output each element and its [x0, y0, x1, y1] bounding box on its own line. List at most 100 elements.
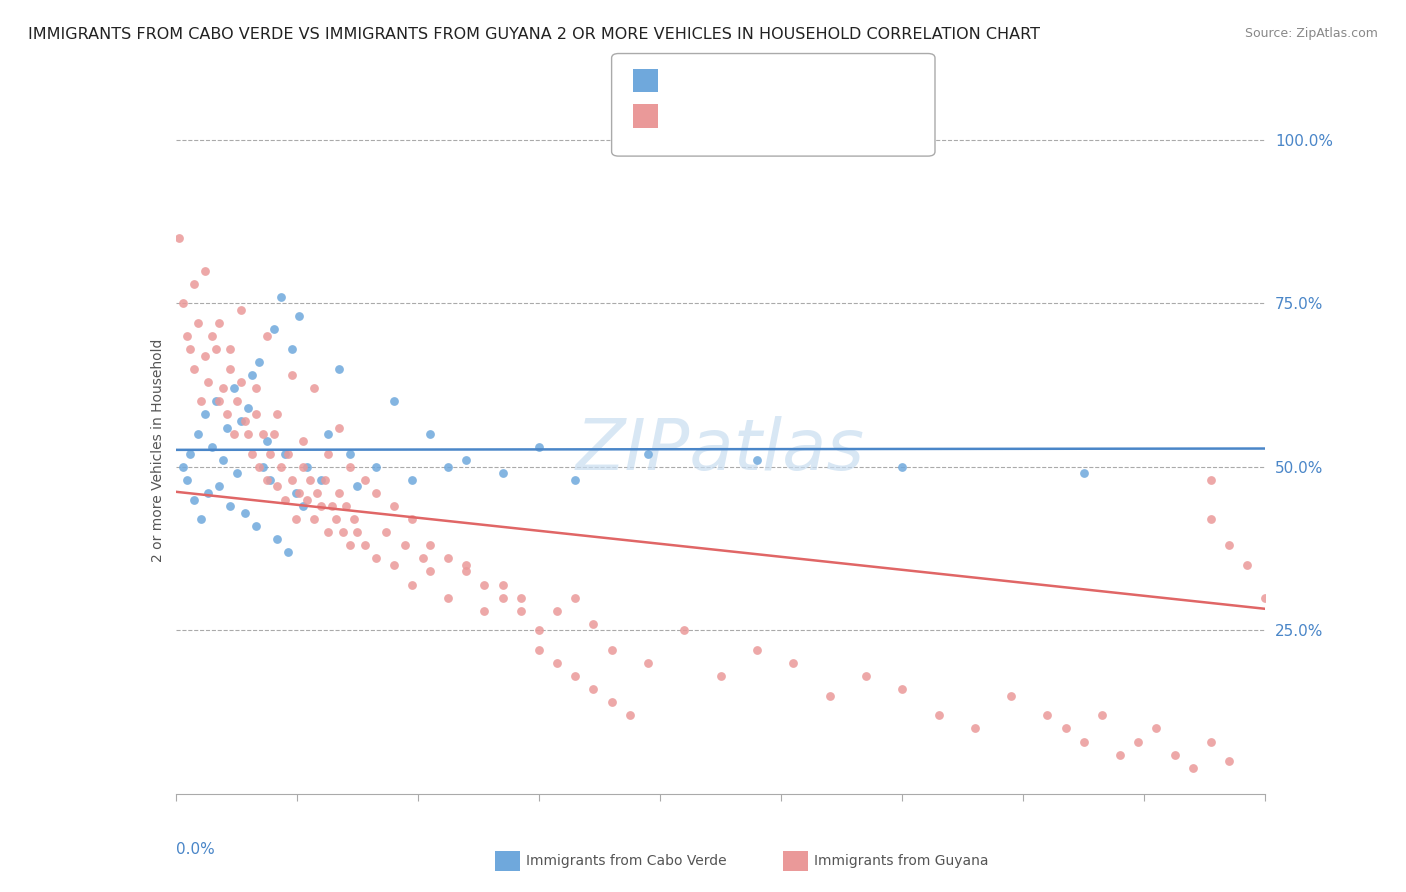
Point — [219, 499, 242, 513]
Point — [564, 591, 586, 605]
Point — [582, 682, 605, 697]
Point — [364, 459, 387, 474]
Point — [201, 440, 224, 454]
Point — [215, 420, 238, 434]
Text: ZIPatlas: ZIPatlas — [576, 416, 865, 485]
Y-axis label: 2 or more Vehicles in Household: 2 or more Vehicles in Household — [150, 339, 165, 562]
Point — [492, 591, 515, 605]
Point — [274, 447, 297, 461]
Point — [1128, 734, 1150, 748]
Point — [527, 440, 550, 454]
Point — [328, 420, 350, 434]
Point — [194, 408, 217, 422]
Point — [1091, 708, 1114, 723]
Point — [179, 447, 201, 461]
Point — [546, 656, 568, 670]
Text: -0.265: -0.265 — [693, 106, 745, 120]
Point — [637, 656, 659, 670]
Point — [339, 459, 361, 474]
Point — [291, 434, 314, 448]
Point — [212, 381, 235, 395]
Text: 115: 115 — [782, 106, 813, 120]
Point — [288, 310, 311, 324]
Point — [600, 643, 623, 657]
Point — [219, 361, 242, 376]
Point — [183, 492, 205, 507]
Text: 53: 53 — [770, 70, 790, 85]
Point — [346, 479, 368, 493]
Point — [394, 538, 416, 552]
Point — [307, 486, 329, 500]
Point — [309, 499, 332, 513]
Point — [186, 427, 209, 442]
Point — [619, 708, 641, 723]
Point — [186, 316, 209, 330]
Point — [437, 551, 460, 566]
Point — [474, 604, 496, 618]
Point — [295, 492, 318, 507]
Point — [1236, 558, 1258, 572]
Point — [231, 375, 253, 389]
Point — [335, 499, 357, 513]
Point — [1163, 747, 1185, 762]
Point — [456, 565, 478, 579]
Text: 0.004: 0.004 — [693, 70, 740, 85]
Point — [190, 512, 212, 526]
Point — [1254, 591, 1277, 605]
Point — [256, 434, 278, 448]
Point — [419, 427, 441, 442]
Point — [673, 624, 696, 638]
Point — [231, 302, 253, 317]
Point — [183, 361, 205, 376]
Point — [208, 479, 231, 493]
Point — [318, 447, 340, 461]
Point — [226, 467, 249, 481]
Point — [782, 656, 804, 670]
Point — [266, 479, 288, 493]
Point — [456, 453, 478, 467]
Point — [474, 577, 496, 591]
Point — [277, 447, 299, 461]
Point — [247, 355, 270, 369]
Point — [179, 342, 201, 356]
Point — [328, 486, 350, 500]
Point — [364, 551, 387, 566]
Point — [291, 459, 314, 474]
Point — [256, 473, 278, 487]
Point — [295, 459, 318, 474]
Point — [419, 538, 441, 552]
Point — [1146, 722, 1168, 736]
Point — [176, 473, 198, 487]
Point — [266, 408, 288, 422]
Point — [281, 368, 304, 383]
Point — [382, 499, 405, 513]
Point — [247, 459, 270, 474]
Point — [281, 473, 304, 487]
Point — [346, 525, 368, 540]
Point — [412, 551, 434, 566]
Point — [197, 486, 219, 500]
Point — [245, 381, 267, 395]
Point — [284, 486, 307, 500]
Point — [212, 453, 235, 467]
Point — [190, 394, 212, 409]
Point — [222, 381, 245, 395]
Point — [321, 499, 343, 513]
Point — [353, 473, 375, 487]
Point — [339, 447, 361, 461]
Point — [284, 512, 307, 526]
Point — [1199, 473, 1222, 487]
Text: Immigrants from Guyana: Immigrants from Guyana — [814, 854, 988, 868]
Point — [401, 512, 423, 526]
Point — [197, 375, 219, 389]
Point — [318, 525, 340, 540]
Point — [176, 329, 198, 343]
Point — [353, 538, 375, 552]
Text: Immigrants from Cabo Verde: Immigrants from Cabo Verde — [526, 854, 727, 868]
Point — [456, 558, 478, 572]
Point — [245, 518, 267, 533]
Point — [1199, 734, 1222, 748]
Point — [332, 525, 354, 540]
Point — [263, 427, 285, 442]
Point — [582, 616, 605, 631]
